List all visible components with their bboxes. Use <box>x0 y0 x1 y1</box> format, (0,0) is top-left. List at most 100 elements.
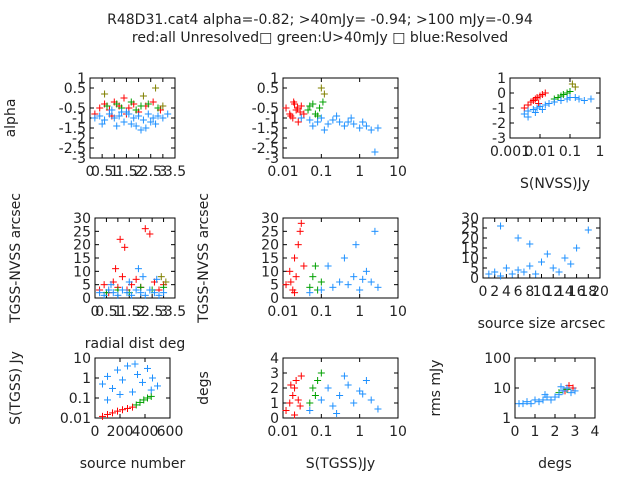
data-point <box>314 118 322 126</box>
data-point <box>127 98 135 106</box>
data-point <box>159 102 167 110</box>
data-point <box>296 227 304 235</box>
data-point <box>132 286 140 294</box>
data-point <box>324 384 332 392</box>
x-axis-label: source size arcsec <box>478 316 606 332</box>
x-tick-label: 1 <box>531 424 540 440</box>
data-point <box>371 227 379 235</box>
x-tick-label: 18 <box>579 284 597 300</box>
x-tick-label: 600 <box>157 424 184 440</box>
y-tick-label: 1 <box>82 371 91 387</box>
data-point <box>96 112 104 120</box>
x-tick-label: 0.001 <box>490 144 530 160</box>
data-point <box>485 270 493 278</box>
x-tick-label: 0.1 <box>310 424 332 440</box>
data-point <box>524 107 532 115</box>
data-point <box>134 265 142 273</box>
data-point <box>571 83 579 91</box>
x-tick-label: 1 <box>355 304 364 320</box>
data-point <box>356 286 364 294</box>
data-point <box>105 286 113 294</box>
data-point <box>132 401 140 409</box>
data-point <box>154 104 162 112</box>
data-point <box>519 400 527 408</box>
data-point <box>567 389 575 397</box>
data-point <box>290 98 298 106</box>
figure-title-line2: red:all Unresolved□ green:U>40mJy □ blue… <box>132 30 508 46</box>
y-tick-label: -3 <box>492 131 506 147</box>
x-tick-label: 16 <box>568 284 586 300</box>
x-tick-label: 1 <box>355 164 364 180</box>
y-tick-label: 5 <box>82 278 91 294</box>
y-tick-label: 2 <box>270 381 279 397</box>
data-point <box>114 291 122 299</box>
data-point <box>125 104 133 112</box>
x-tick-label: 6 <box>514 284 523 300</box>
data-point <box>124 404 131 412</box>
data-point <box>535 398 543 406</box>
y-tick-label: 25 <box>73 224 91 240</box>
data-point <box>314 377 322 384</box>
data-point <box>297 219 305 227</box>
data-point <box>306 407 314 414</box>
data-point <box>291 384 299 392</box>
data-point <box>291 411 299 419</box>
data-point <box>567 260 575 268</box>
data-point <box>287 112 295 120</box>
y-tick-label: 30 <box>73 211 91 227</box>
data-point <box>352 241 360 249</box>
data-point <box>306 289 314 297</box>
y-tick-label: 1 <box>502 411 511 427</box>
data-point <box>282 104 290 112</box>
data-point <box>300 262 308 270</box>
data-point <box>555 391 563 399</box>
data-point <box>144 394 151 402</box>
y-axis-label: alpha <box>3 99 19 138</box>
data-point <box>374 405 382 413</box>
data-point <box>296 402 304 410</box>
y-tick-label: -2 <box>72 131 86 147</box>
data-point <box>514 266 522 274</box>
data-point <box>119 376 126 384</box>
data-point <box>304 106 312 114</box>
x-tick-label: 200 <box>107 424 134 440</box>
data-point <box>524 113 532 121</box>
scatter-panel-p1: 00.511.522.533.510.5-0.5-1-1.5-2-2.5-3al… <box>3 71 186 180</box>
plot-frame <box>94 357 171 419</box>
x-tick-label: 3 <box>158 164 167 180</box>
data-point <box>367 396 375 404</box>
y-tick-label: 0 <box>497 86 506 102</box>
data-point <box>497 222 505 230</box>
y-tick-label: 0 <box>270 291 279 307</box>
y-tick-label: 10 <box>493 381 511 397</box>
y-tick-label: -3 <box>265 151 279 167</box>
data-point <box>324 120 332 128</box>
x-tick-label: 20 <box>591 284 609 300</box>
data-point <box>573 244 581 252</box>
figure-title-line1: R48D31.cat4 alpha=-0.82; >40mJy= -0.94; … <box>107 12 533 28</box>
data-point <box>340 122 348 130</box>
data-point <box>164 110 172 118</box>
data-point <box>374 283 382 291</box>
x-tick-label: 8 <box>525 284 534 300</box>
y-tick-label: 30 <box>261 211 279 227</box>
data-point <box>294 241 302 249</box>
data-point <box>531 95 539 103</box>
data-point <box>502 264 510 272</box>
data-point <box>149 114 157 122</box>
y-tick-label: 5 <box>470 261 479 277</box>
y-tick-label: 1 <box>270 71 279 87</box>
data-point <box>287 278 295 286</box>
data-point <box>105 110 113 118</box>
data-point <box>294 104 302 112</box>
data-point <box>162 278 170 286</box>
data-point <box>116 235 124 243</box>
data-point <box>306 116 314 124</box>
data-point <box>306 102 314 110</box>
data-point <box>523 398 531 406</box>
data-point <box>100 291 108 299</box>
data-point <box>109 289 117 297</box>
data-point <box>153 275 161 283</box>
